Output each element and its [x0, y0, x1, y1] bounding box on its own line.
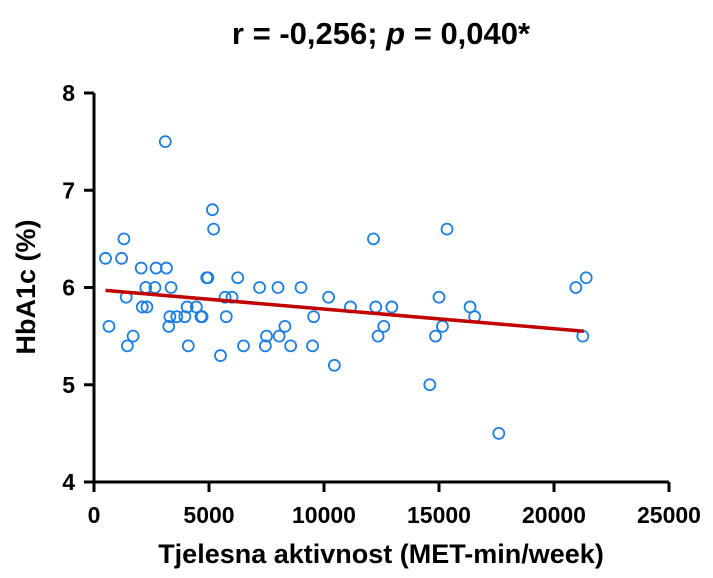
- data-point: [260, 329, 273, 343]
- data-point: [158, 135, 172, 149]
- data-point: [206, 203, 219, 217]
- regression-line-group: [105, 288, 585, 334]
- data-point: [115, 251, 128, 265]
- data-point: [436, 319, 449, 333]
- data-point: [163, 310, 177, 324]
- data-point: [579, 271, 593, 285]
- data-point: [164, 281, 178, 294]
- data-point: [218, 290, 232, 304]
- y-tick-label: 7: [62, 177, 75, 203]
- y-tick-label: 4: [62, 469, 75, 495]
- data-point: [201, 271, 215, 285]
- data-point: [569, 281, 583, 294]
- x-tick-label: 0: [88, 502, 101, 528]
- title-r-value: = -0,256;: [244, 16, 386, 51]
- data-point: [117, 232, 131, 246]
- x-tick-label: 15000: [407, 502, 471, 528]
- data-point: [423, 378, 437, 392]
- data-point: [369, 300, 383, 314]
- title-r-label: r: [232, 16, 244, 51]
- data-point: [214, 349, 227, 362]
- y-tick-label: 5: [62, 372, 75, 398]
- data-point: [149, 261, 163, 275]
- data-point: [306, 339, 319, 353]
- data-point: [207, 222, 221, 236]
- data-point: [219, 310, 233, 324]
- data-point: [377, 319, 391, 333]
- data-point: [272, 329, 286, 343]
- data-point: [327, 358, 341, 372]
- data-point: [284, 339, 298, 353]
- data-point: [271, 281, 285, 294]
- title-p-label: p: [385, 16, 405, 51]
- x-tick-label: 20000: [522, 502, 586, 528]
- x-tick-label: 25000: [637, 502, 701, 528]
- data-point: [432, 290, 446, 304]
- data-point: [126, 329, 140, 343]
- data-point: [134, 261, 148, 275]
- data-point: [120, 339, 134, 353]
- data-point: [162, 319, 176, 333]
- data-point: [440, 222, 454, 236]
- y-axis-label: HbA1c (%): [11, 219, 41, 354]
- data-point: [102, 319, 116, 333]
- data-point: [322, 290, 336, 304]
- data-point: [294, 281, 308, 294]
- y-tick-label: 8: [62, 80, 75, 106]
- x-axis-label: Tjelesna aktivnost (MET-min/week): [158, 539, 604, 569]
- data-point: [307, 310, 321, 324]
- data-point: [492, 426, 506, 440]
- data-point: [170, 310, 184, 324]
- data-point: [258, 339, 272, 353]
- data-point: [385, 300, 399, 314]
- data-points: [99, 135, 593, 440]
- x-tick-label: 5000: [183, 502, 234, 528]
- data-point: [99, 251, 112, 265]
- regression-line: [105, 288, 585, 334]
- y-tick-label: 6: [62, 275, 75, 301]
- chart-title: r = -0,256; p = 0,040*: [232, 16, 531, 51]
- data-point: [429, 329, 442, 343]
- data-point: [160, 261, 173, 275]
- data-point: [371, 329, 385, 343]
- data-point: [180, 300, 194, 314]
- data-point: [181, 339, 195, 353]
- data-point: [231, 271, 245, 285]
- data-point: [278, 319, 292, 333]
- data-point: [140, 300, 154, 314]
- x-tick-label: 10000: [292, 502, 356, 528]
- axis-ticks: 0 5000 10000 15000 20000 25000 4 5 6 7 8: [62, 80, 701, 528]
- data-point: [135, 300, 149, 314]
- data-point: [253, 281, 267, 294]
- data-point: [195, 310, 209, 324]
- data-point: [367, 232, 380, 246]
- title-p-value: = 0,040*: [405, 16, 531, 51]
- data-point: [237, 339, 250, 353]
